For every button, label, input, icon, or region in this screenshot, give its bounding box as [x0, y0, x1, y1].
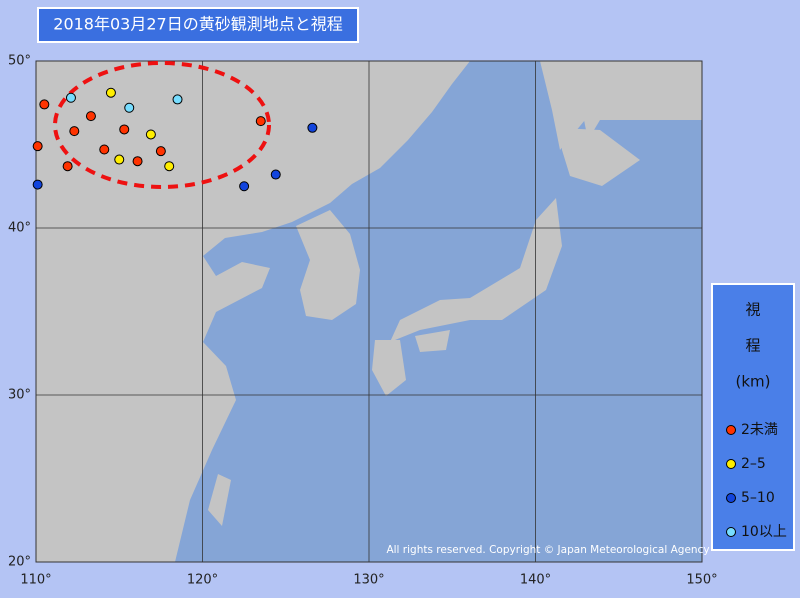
- station-point: [65, 92, 76, 103]
- x-tick-label: 130°: [353, 573, 384, 588]
- legend-title: 視: [745, 301, 760, 319]
- station-point: [62, 161, 73, 172]
- x-tick-label: 150°: [686, 573, 717, 588]
- station-point: [307, 122, 318, 133]
- station-point: [99, 144, 110, 155]
- hokkaido: [560, 128, 640, 186]
- station-point: [155, 146, 166, 157]
- legend: 視程 (km) 2未満 2–5 5–10 10以上: [726, 301, 787, 540]
- station-point: [69, 126, 80, 137]
- legend-marker: [726, 459, 736, 469]
- station-point: [164, 161, 175, 172]
- korea: [296, 210, 360, 320]
- x-tick-label: 120°: [187, 573, 218, 588]
- points: [32, 87, 318, 192]
- station-point: [114, 154, 125, 165]
- y-tick-label: 30°: [8, 388, 31, 403]
- title-box: [37, 7, 359, 43]
- legend-label: 10以上: [741, 524, 787, 540]
- title: 2018年03月27日の黄砂観測地点と視程: [53, 15, 342, 34]
- legend-title: (km): [735, 373, 770, 391]
- station-point: [239, 181, 250, 192]
- sakhalin: [580, 61, 600, 140]
- station-point: [32, 141, 43, 152]
- station-point: [32, 179, 43, 190]
- y-tick-label: 50°: [8, 54, 31, 69]
- legend-label: 2未満: [741, 422, 778, 438]
- station-point: [145, 129, 156, 140]
- x-tick-label: 110°: [20, 573, 51, 588]
- station-point: [119, 124, 130, 135]
- y-tick-label: 40°: [8, 221, 31, 236]
- legend-box: [711, 283, 795, 551]
- legend-label: 5–10: [741, 490, 775, 506]
- honshu: [390, 198, 562, 342]
- copyright: All rights reserved. Copyright © Japan M…: [386, 544, 709, 556]
- station-point: [85, 111, 96, 122]
- legend-marker: [726, 493, 736, 503]
- legend-marker: [726, 425, 736, 435]
- shikoku: [415, 330, 450, 352]
- kyushu: [372, 340, 406, 396]
- plot-frame: [35, 60, 703, 563]
- station-point: [39, 99, 50, 110]
- legend-label: 2–5: [741, 456, 766, 472]
- y-tick-label: 20°: [8, 555, 31, 570]
- station-point: [255, 116, 266, 127]
- x-tick-label: 140°: [520, 573, 551, 588]
- station-point: [172, 94, 183, 105]
- station-point: [105, 87, 116, 98]
- legend-title: 程: [745, 337, 760, 355]
- station-point: [270, 169, 281, 180]
- station-point: [124, 102, 135, 113]
- legend-marker: [726, 527, 736, 537]
- station-point: [132, 156, 143, 167]
- highlight-ellipse: [53, 61, 271, 189]
- taiwan: [208, 474, 231, 526]
